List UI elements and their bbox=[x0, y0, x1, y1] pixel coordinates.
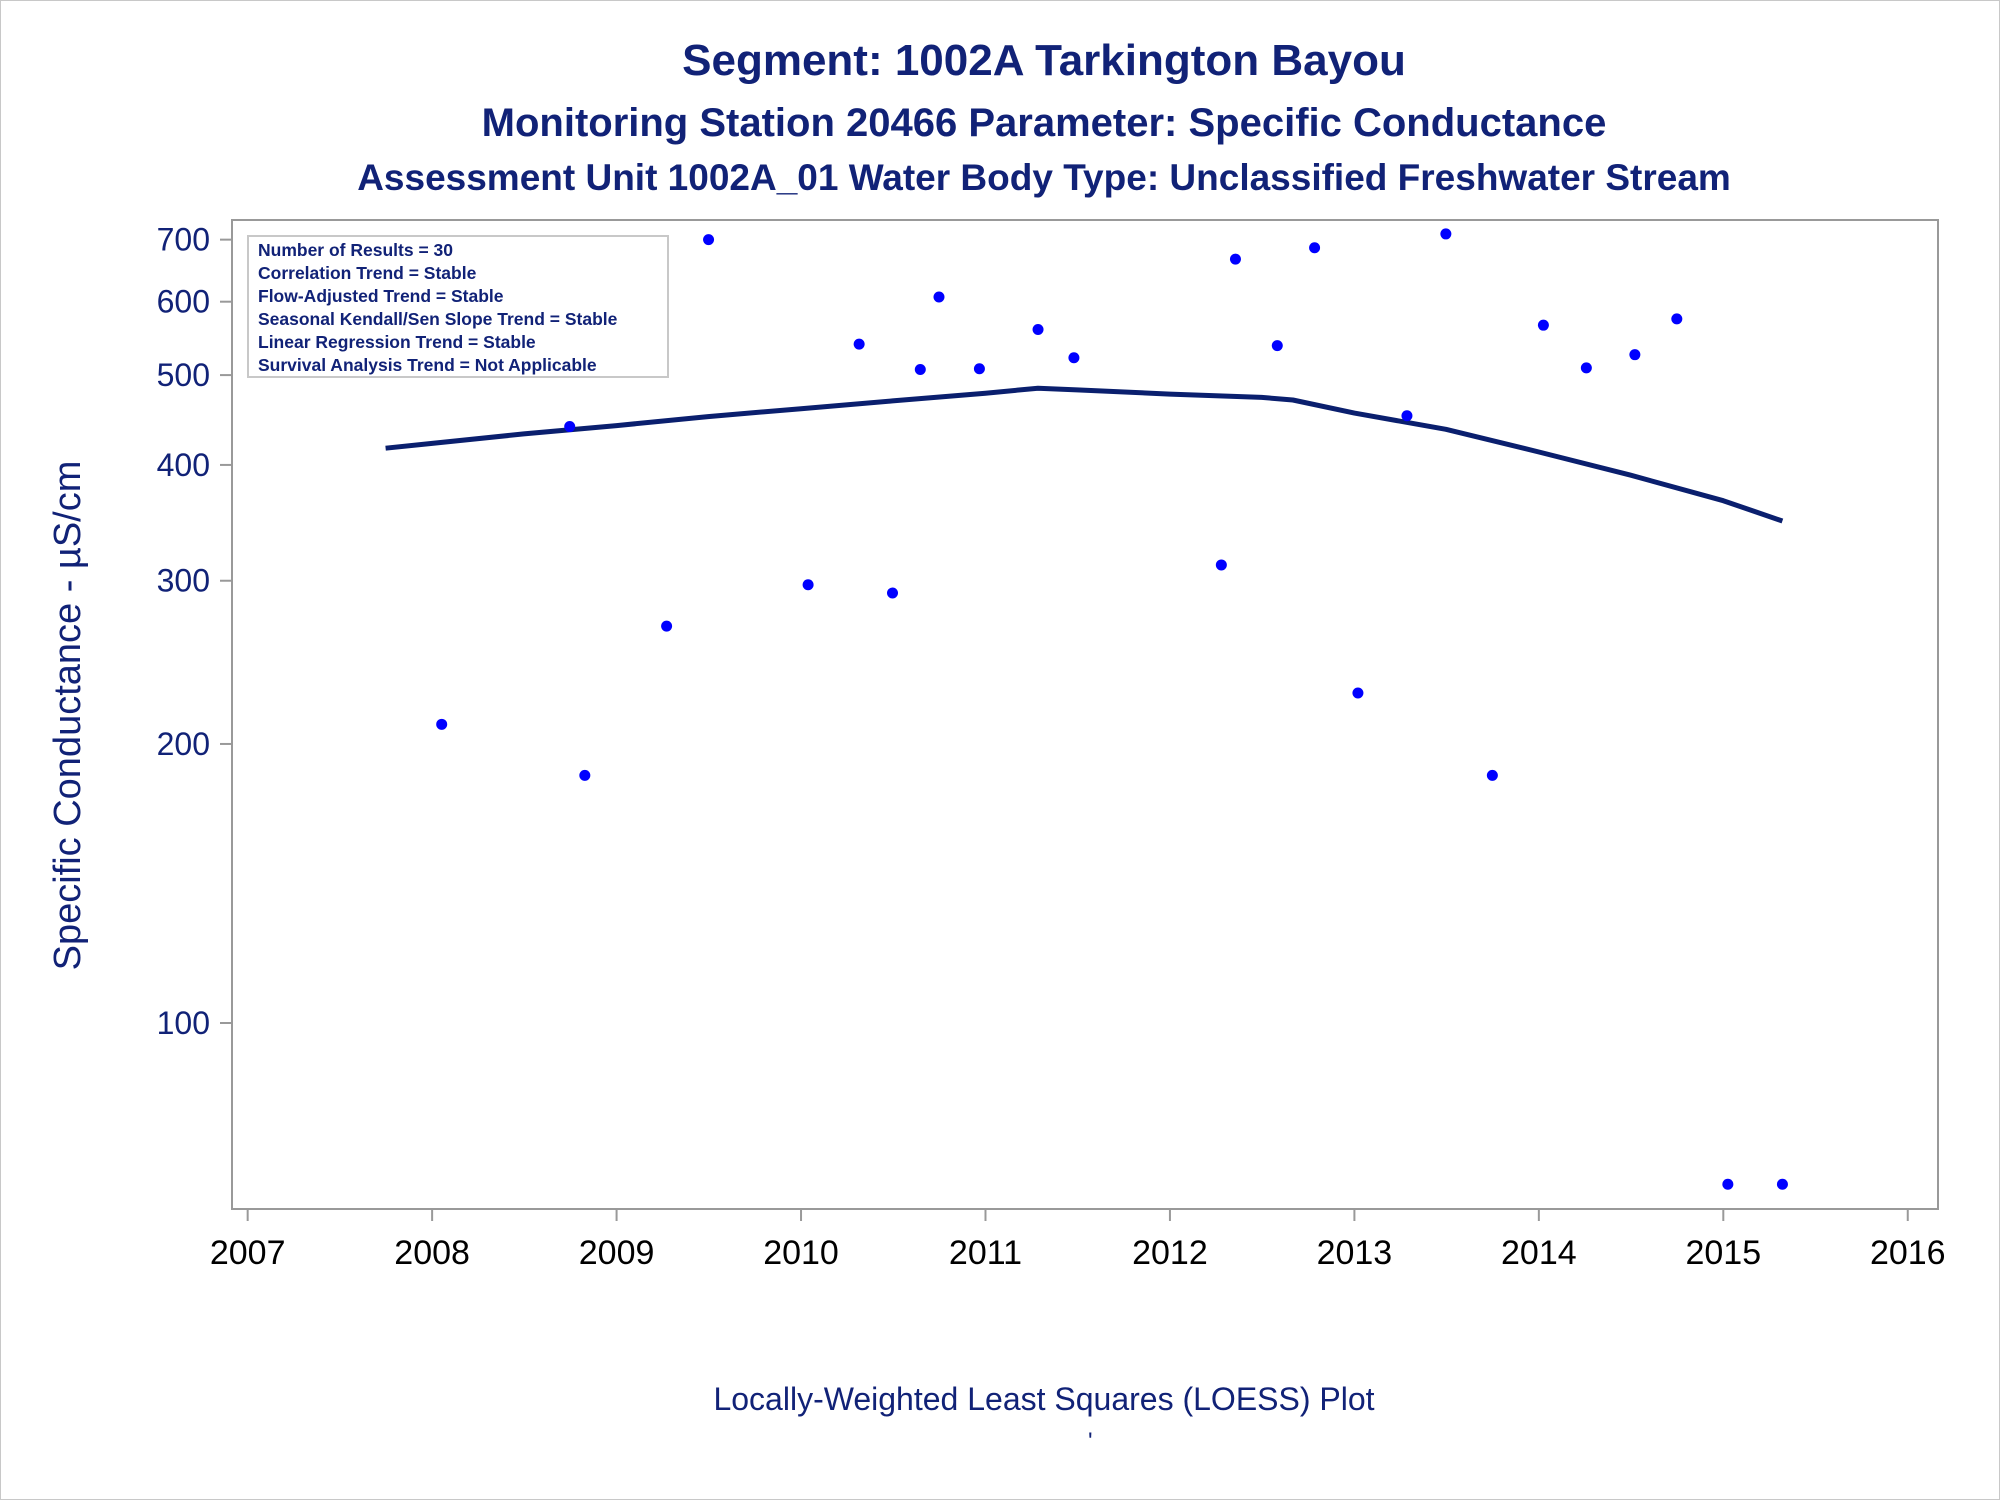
data-point bbox=[1229, 253, 1241, 265]
y-axis-label-group: Specific Conductance - µS/cm bbox=[47, 461, 89, 971]
y-tick-label: 200 bbox=[157, 726, 210, 762]
legend-entry: Linear Regression Trend = Stable bbox=[258, 332, 536, 352]
data-point bbox=[914, 363, 926, 375]
data-point bbox=[579, 769, 591, 781]
data-point bbox=[933, 291, 945, 303]
y-tick-label: 500 bbox=[157, 357, 210, 393]
data-point bbox=[703, 234, 715, 246]
data-point bbox=[564, 421, 576, 433]
legend-entry: Seasonal Kendall/Sen Slope Trend = Stabl… bbox=[258, 309, 618, 329]
y-tick-label: 300 bbox=[157, 563, 210, 599]
data-point bbox=[1271, 340, 1283, 352]
data-point bbox=[1671, 313, 1683, 325]
legend-entry: Survival Analysis Trend = Not Applicable bbox=[258, 355, 597, 375]
chart-subtitle: Monitoring Station 20466 Parameter: Spec… bbox=[481, 101, 1607, 145]
legend-entry: Correlation Trend = Stable bbox=[258, 263, 477, 283]
x-tick-label: 2013 bbox=[1317, 1234, 1393, 1272]
data-point bbox=[1068, 352, 1080, 364]
data-point bbox=[802, 579, 814, 591]
footnote-mark: ' bbox=[1088, 1428, 1093, 1455]
data-point bbox=[1629, 349, 1641, 361]
data-point bbox=[887, 587, 899, 599]
y-tick-label: 400 bbox=[157, 447, 210, 483]
x-tick-label: 2016 bbox=[1870, 1234, 1946, 1272]
x-tick-label: 2009 bbox=[579, 1234, 655, 1272]
x-tick-label: 2010 bbox=[763, 1234, 839, 1272]
chart-footnote: Locally-Weighted Least Squares (LOESS) P… bbox=[713, 1381, 1375, 1417]
y-tick-label: 700 bbox=[157, 222, 210, 258]
data-point bbox=[1486, 769, 1498, 781]
x-tick-label: 2012 bbox=[1132, 1234, 1208, 1272]
x-tick-label: 2014 bbox=[1501, 1234, 1577, 1272]
data-point bbox=[1580, 362, 1592, 374]
plot-area: 100 200 300 400 500 600 700 2007 2008 2009 2010 201… bbox=[157, 219, 1946, 1272]
legend-entry: Flow-Adjusted Trend = Stable bbox=[258, 286, 504, 306]
chart-subtitle-2: Assessment Unit 1002A_01 Water Body Type… bbox=[357, 157, 1731, 198]
data-point bbox=[1722, 1178, 1734, 1190]
data-point bbox=[1537, 319, 1549, 331]
data-point bbox=[853, 338, 865, 350]
data-point bbox=[1352, 687, 1364, 699]
x-tick-label: 2008 bbox=[394, 1234, 470, 1272]
x-tick-label: 2015 bbox=[1685, 1234, 1761, 1272]
data-point bbox=[1215, 559, 1227, 571]
data-point bbox=[1309, 242, 1321, 254]
data-point bbox=[1776, 1178, 1788, 1190]
legend-box bbox=[247, 235, 669, 378]
loess-line bbox=[385, 385, 1784, 524]
x-tick-label: 2007 bbox=[210, 1234, 286, 1272]
data-point bbox=[1440, 228, 1452, 240]
data-point bbox=[973, 363, 985, 375]
y-tick-label: 100 bbox=[157, 1005, 210, 1041]
y-tick-label: 600 bbox=[157, 284, 210, 320]
x-tick-label: 2011 bbox=[949, 1234, 1022, 1272]
y-axis-label: Specific Conductance - µS/cm bbox=[47, 461, 89, 971]
data-point bbox=[1032, 323, 1044, 335]
legend: Number of Results = 30 Correlation Trend … bbox=[247, 235, 669, 378]
data-point bbox=[436, 718, 448, 730]
plot-border bbox=[231, 219, 1939, 1210]
data-point bbox=[1401, 410, 1413, 422]
chart-title: Segment: 1002A Tarkington Bayou bbox=[682, 36, 1406, 85]
data-point bbox=[661, 620, 673, 632]
legend-entry: Number of Results = 30 bbox=[258, 240, 453, 260]
